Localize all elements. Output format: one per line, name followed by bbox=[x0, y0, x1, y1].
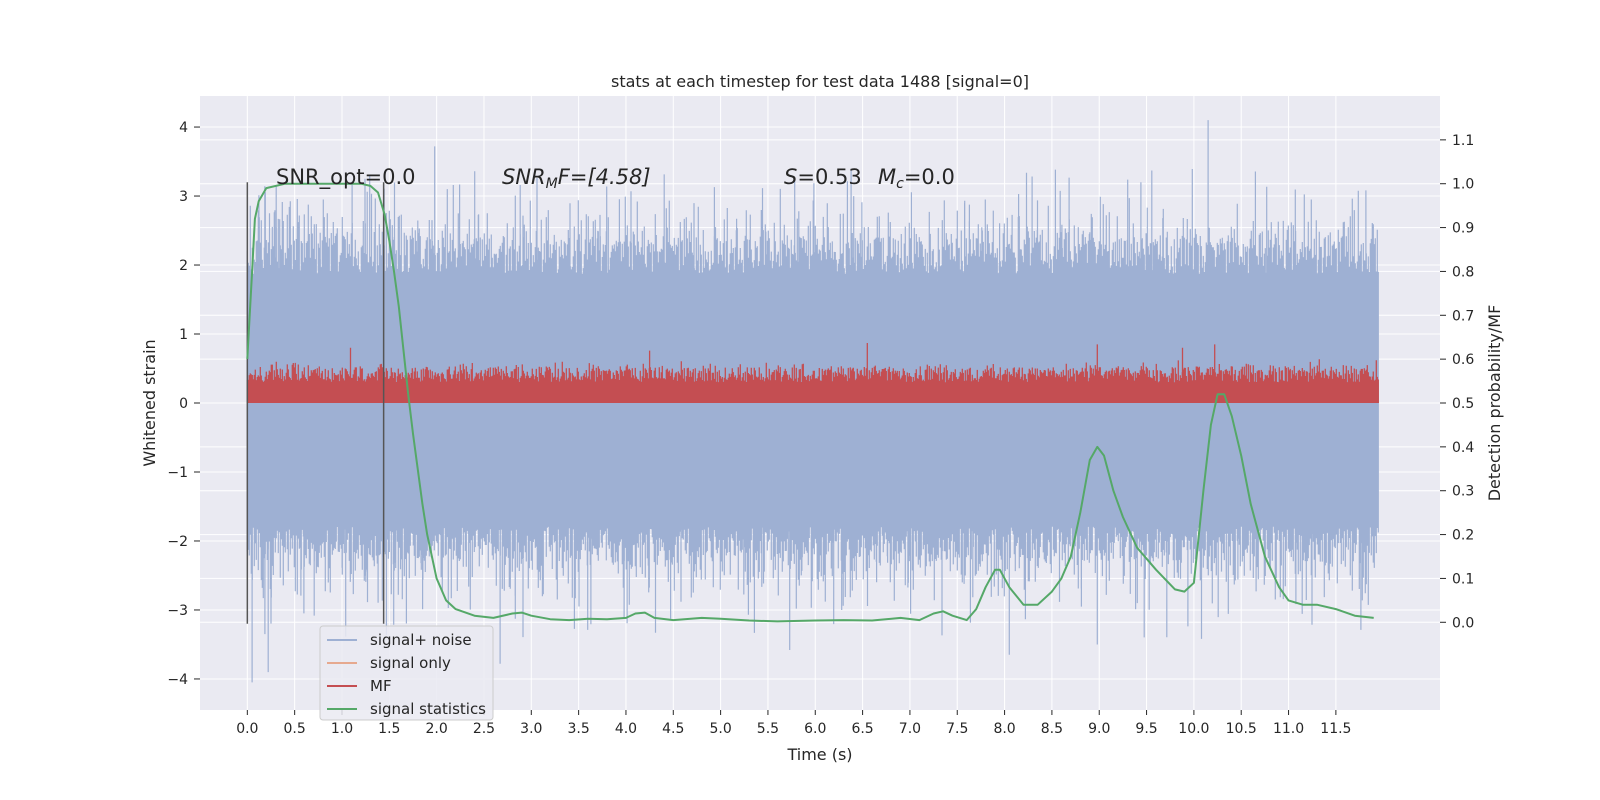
y-axis-ticks: 4 3 2 1 0 −1 −2 −3 −4 bbox=[167, 120, 200, 688]
s-value: =0.53 bbox=[797, 165, 861, 189]
x-tick-label: 5.0 bbox=[709, 721, 731, 737]
y-tick-label: 4 bbox=[179, 120, 188, 136]
legend-label-noise: signal+ noise bbox=[370, 631, 472, 649]
legend-label-mf: MF bbox=[370, 677, 392, 695]
y-axis-label: Whitened strain bbox=[140, 339, 159, 466]
y-tick-label: −2 bbox=[167, 534, 188, 550]
x-tick-label: 7.0 bbox=[899, 721, 921, 737]
legend: signal+ noise signal only MF signal stat… bbox=[319, 625, 494, 721]
y2-axis-ticks: 1.1 1.0 0.9 0.8 0.7 0.6 0.5 0.4 0.3 0.2 0.1 0.0 bbox=[1440, 133, 1474, 631]
window-markers bbox=[246, 182, 385, 624]
y2-tick-label: 0.3 bbox=[1452, 484, 1474, 500]
y2-tick-label: 0.7 bbox=[1452, 308, 1474, 324]
x-tick-label: 5.5 bbox=[757, 721, 779, 737]
y-tick-label: −1 bbox=[167, 465, 188, 481]
mc-value: =0.0 bbox=[904, 165, 955, 189]
mc-subscript: c bbox=[896, 176, 904, 192]
snr-opt-annotation: SNR_opt=0.0 bbox=[276, 165, 416, 190]
x-tick-label: 1.0 bbox=[331, 721, 353, 737]
y2-tick-label: 0.2 bbox=[1452, 528, 1474, 544]
x-tick-label: 10.0 bbox=[1178, 721, 1209, 737]
y-tick-label: 1 bbox=[179, 327, 188, 343]
y-tick-label: 0 bbox=[179, 396, 188, 412]
legend-box bbox=[319, 625, 494, 721]
x-tick-label: 0.0 bbox=[236, 721, 258, 737]
chart-title: stats at each timestep for test data 148… bbox=[611, 72, 1029, 91]
y2-tick-label: 0.0 bbox=[1452, 615, 1474, 631]
mc-name: M bbox=[878, 165, 896, 189]
snr-mf-rest: F=[4.58] bbox=[558, 165, 651, 189]
x-axis-label: Time (s) bbox=[786, 745, 852, 764]
y2-tick-label: 0.9 bbox=[1452, 221, 1474, 237]
snr-mf-name: SNR bbox=[502, 165, 546, 189]
x-tick-label: 4.5 bbox=[662, 721, 684, 737]
x-tick-label: 1.5 bbox=[378, 721, 400, 737]
x-tick-label: 2.5 bbox=[473, 721, 495, 737]
x-tick-label: 7.5 bbox=[946, 721, 968, 737]
y2-tick-label: 0.8 bbox=[1452, 264, 1474, 280]
legend-label-stats: signal statistics bbox=[370, 700, 486, 718]
x-tick-label: 11.0 bbox=[1273, 721, 1304, 737]
x-tick-label: 10.5 bbox=[1226, 721, 1257, 737]
x-tick-label: 9.5 bbox=[1135, 721, 1157, 737]
y2-tick-label: 0.4 bbox=[1452, 440, 1474, 456]
snr-mf-annotation: SNRMF=[4.58] bbox=[502, 165, 651, 192]
x-axis-ticks: 0.0 0.5 1.0 1.5 2.0 2.5 3.0 3.5 4.0 4.5 5.0 5.5 6.0 6… bbox=[236, 710, 1351, 737]
signal-statistics-series bbox=[246, 182, 1374, 623]
signal-statistics-line bbox=[246, 182, 1374, 623]
y-tick-label: −4 bbox=[167, 672, 188, 688]
x-tick-label: 6.0 bbox=[804, 721, 826, 737]
y2-tick-label: 1.0 bbox=[1452, 177, 1474, 193]
mc-annotation: Mc=0.0 bbox=[878, 165, 955, 192]
x-tick-label: 3.5 bbox=[567, 721, 589, 737]
y2-tick-label: 0.6 bbox=[1452, 352, 1474, 368]
s-annotation: S=0.53 bbox=[784, 165, 862, 189]
y2-tick-label: 1.1 bbox=[1452, 133, 1474, 149]
y-tick-label: −3 bbox=[167, 603, 188, 619]
y-tick-label: 2 bbox=[179, 258, 188, 274]
legend-label-signal-only: signal only bbox=[370, 654, 451, 672]
x-tick-label: 11.5 bbox=[1320, 721, 1351, 737]
s-name: S bbox=[784, 165, 797, 189]
x-tick-label: 8.5 bbox=[1041, 721, 1063, 737]
x-tick-label: 2.0 bbox=[426, 721, 448, 737]
snr-mf-subscript: M bbox=[546, 176, 558, 192]
x-tick-label: 0.5 bbox=[284, 721, 306, 737]
x-tick-label: 8.0 bbox=[993, 721, 1015, 737]
x-tick-label: 4.0 bbox=[615, 721, 637, 737]
y-tick-label: 3 bbox=[179, 189, 188, 205]
y2-tick-label: 0.5 bbox=[1452, 396, 1474, 412]
x-tick-label: 3.0 bbox=[520, 721, 542, 737]
x-tick-label: 9.0 bbox=[1088, 721, 1110, 737]
y2-axis-label: Detection probability/MF bbox=[1485, 305, 1504, 502]
x-tick-label: 6.5 bbox=[851, 721, 873, 737]
y2-tick-label: 0.1 bbox=[1452, 571, 1474, 587]
